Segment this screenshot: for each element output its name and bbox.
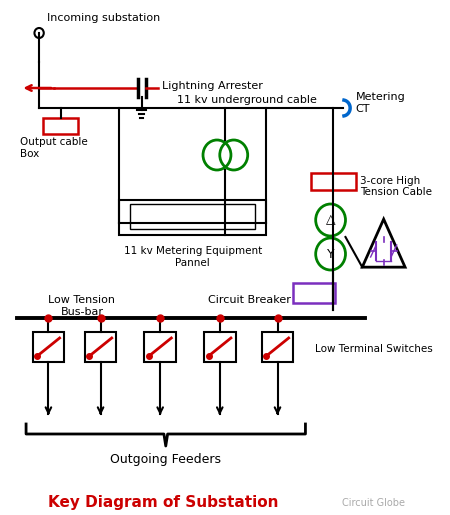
Text: Low Terminal Switches: Low Terminal Switches [315,344,432,354]
Text: Output cable
Box: Output cable Box [21,137,88,159]
Bar [85,332,117,362]
Text: △: △ [326,214,335,227]
Text: Low Tension
Bus-bar: Low Tension Bus-bar [49,295,116,317]
Text: Circuit Globe: Circuit Globe [342,498,405,508]
Text: Lightning Arrester: Lightning Arrester [162,81,263,91]
Text: 11 kv Metering Equipment
Pannel: 11 kv Metering Equipment Pannel [124,246,262,268]
Text: Y: Y [327,248,334,261]
Bar [144,332,176,362]
Text: Circuit Breaker: Circuit Breaker [207,295,291,305]
Text: Metering
CT: Metering CT [356,92,405,114]
Text: Outgoing Feeders: Outgoing Feeders [110,454,221,467]
Text: Key Diagram of Substation: Key Diagram of Substation [48,495,278,510]
Bar [293,283,335,303]
Text: Incoming substation: Incoming substation [46,13,160,23]
Bar [119,200,266,235]
Bar [130,204,255,229]
Bar [204,332,236,362]
Text: 11 kv underground cable: 11 kv underground cable [177,95,317,105]
Bar [43,118,78,134]
Bar [32,332,64,362]
Text: 3-core High
Tension Cable: 3-core High Tension Cable [360,176,432,197]
Bar [261,332,293,362]
Bar [311,173,356,190]
